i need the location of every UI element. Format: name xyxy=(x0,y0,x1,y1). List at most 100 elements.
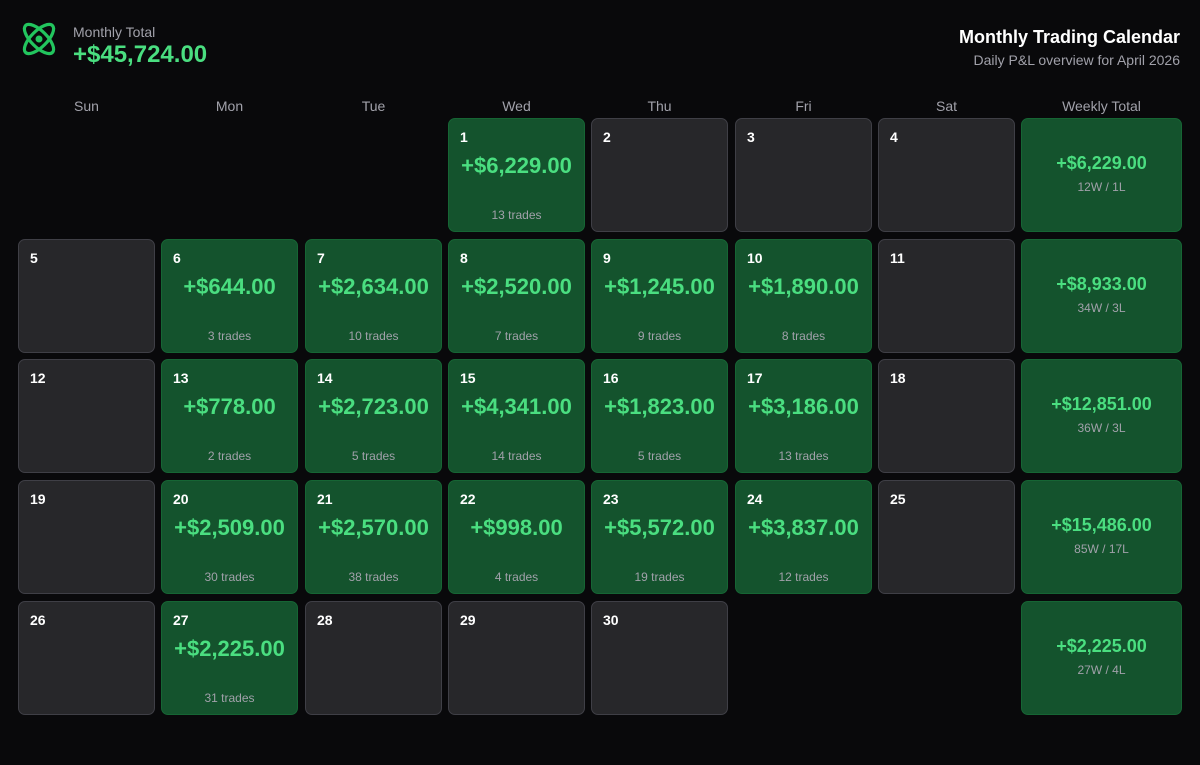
day-cell[interactable]: 2 xyxy=(591,118,728,232)
day-number: 21 xyxy=(317,491,333,507)
day-cell[interactable]: 13 +$778.00 2 trades xyxy=(161,359,298,473)
day-cell[interactable]: 12 xyxy=(18,359,155,473)
weekly-pnl: +$8,933.00 xyxy=(1056,274,1147,294)
weekday-header-mon: Mon xyxy=(215,98,244,114)
weekday-header-sat: Sat xyxy=(935,98,957,114)
day-trade-count: 9 trades xyxy=(637,329,682,343)
day-cell[interactable]: 14 +$2,723.00 5 trades xyxy=(305,359,442,473)
day-trade-count: 19 trades xyxy=(634,570,685,584)
day-number: 14 xyxy=(317,370,333,386)
title-block: Monthly Trading Calendar Daily P&L overv… xyxy=(959,26,1180,69)
day-number: 29 xyxy=(460,612,476,628)
weekly-total-cell[interactable]: +$6,229.00 12W / 1L xyxy=(1021,118,1182,232)
day-pnl: +$2,634.00 xyxy=(318,274,429,299)
day-trade-count: 38 trades xyxy=(348,570,399,584)
day-cell[interactable]: 5 xyxy=(18,239,155,353)
page-subtitle: Daily P&L overview for April 2026 xyxy=(973,52,1180,68)
day-trade-count: 8 trades xyxy=(781,329,826,343)
day-cell[interactable]: 20 +$2,509.00 30 trades xyxy=(161,480,298,594)
day-number: 15 xyxy=(460,370,476,386)
day-cell[interactable]: 21 +$2,570.00 38 trades xyxy=(305,480,442,594)
day-trade-count: 7 trades xyxy=(494,329,539,343)
day-number: 23 xyxy=(603,491,619,507)
day-cell[interactable]: 17 +$3,186.00 13 trades xyxy=(735,359,872,473)
day-number: 17 xyxy=(747,370,763,386)
weekly-pnl: +$2,225.00 xyxy=(1056,636,1147,656)
weekly-total-cell[interactable]: +$8,933.00 34W / 3L xyxy=(1021,239,1182,353)
day-number: 3 xyxy=(747,129,755,145)
weekly-pnl: +$15,486.00 xyxy=(1051,515,1152,535)
day-cell[interactable]: 25 xyxy=(878,480,1015,594)
day-cell[interactable]: 16 +$1,823.00 5 trades xyxy=(591,359,728,473)
weekly-win-loss: 27W / 4L xyxy=(1077,663,1126,677)
day-number: 18 xyxy=(890,370,906,386)
day-cell[interactable]: 15 +$4,341.00 14 trades xyxy=(448,359,585,473)
monthly-total-value: +$45,724.00 xyxy=(73,41,208,68)
day-number: 22 xyxy=(460,491,476,507)
day-number: 6 xyxy=(173,250,181,266)
day-number: 26 xyxy=(30,612,46,628)
day-pnl: +$1,823.00 xyxy=(604,394,715,419)
day-number: 27 xyxy=(173,612,189,628)
day-cell[interactable]: 7 +$2,634.00 10 trades xyxy=(305,239,442,353)
day-cell[interactable]: 9 +$1,245.00 9 trades xyxy=(591,239,728,353)
day-cell[interactable]: 26 xyxy=(18,601,155,715)
day-cell[interactable]: 24 +$3,837.00 12 trades xyxy=(735,480,872,594)
day-cell[interactable]: 19 xyxy=(18,480,155,594)
day-cell[interactable]: 23 +$5,572.00 19 trades xyxy=(591,480,728,594)
weekly-win-loss: 85W / 17L xyxy=(1074,542,1129,556)
day-pnl: +$2,225.00 xyxy=(174,636,285,661)
day-number: 25 xyxy=(890,491,906,507)
day-cell[interactable]: 6 +$644.00 3 trades xyxy=(161,239,298,353)
day-cell[interactable]: 4 xyxy=(878,118,1015,232)
day-number: 10 xyxy=(747,250,763,266)
weekly-total-cell[interactable]: +$15,486.00 85W / 17L xyxy=(1021,480,1182,594)
day-number: 5 xyxy=(30,250,38,266)
day-pnl: +$2,570.00 xyxy=(318,515,429,540)
day-pnl: +$3,837.00 xyxy=(748,515,859,540)
day-pnl: +$2,723.00 xyxy=(318,394,429,419)
day-pnl: +$2,509.00 xyxy=(174,515,285,540)
day-trade-count: 13 trades xyxy=(778,449,829,463)
day-cell[interactable]: 27 +$2,225.00 31 trades xyxy=(161,601,298,715)
weekly-total-cell[interactable]: +$12,851.00 36W / 3L xyxy=(1021,359,1182,473)
weekly-pnl: +$6,229.00 xyxy=(1056,153,1147,173)
day-cell[interactable]: 18 xyxy=(878,359,1015,473)
day-cell[interactable]: 1 +$6,229.00 13 trades xyxy=(448,118,585,232)
day-trade-count: 5 trades xyxy=(637,449,682,463)
day-number: 20 xyxy=(173,491,189,507)
weekly-win-loss: 36W / 3L xyxy=(1077,421,1126,435)
day-number: 2 xyxy=(603,129,611,145)
day-pnl: +$3,186.00 xyxy=(748,394,859,419)
day-pnl: +$778.00 xyxy=(183,394,276,419)
day-number: 8 xyxy=(460,250,468,266)
day-number: 12 xyxy=(30,370,46,386)
monthly-total: Monthly Total +$45,724.00 xyxy=(73,24,207,69)
day-pnl: +$4,341.00 xyxy=(461,394,572,419)
weekly-win-loss: 34W / 3L xyxy=(1077,301,1126,315)
day-cell[interactable]: 22 +$998.00 4 trades xyxy=(448,480,585,594)
weekly-pnl: +$12,851.00 xyxy=(1051,394,1152,414)
day-cell[interactable]: 28 xyxy=(305,601,442,715)
weekday-header-tue: Tue xyxy=(361,98,386,114)
atom-logo-icon xyxy=(22,22,56,56)
weekday-header-fri: Fri xyxy=(795,98,812,114)
day-cell[interactable]: 3 xyxy=(735,118,872,232)
day-trade-count: 4 trades xyxy=(494,570,539,584)
day-cell[interactable]: 10 +$1,890.00 8 trades xyxy=(735,239,872,353)
day-cell[interactable]: 8 +$2,520.00 7 trades xyxy=(448,239,585,353)
day-trade-count: 10 trades xyxy=(348,329,399,343)
day-number: 16 xyxy=(603,370,619,386)
day-number: 7 xyxy=(317,250,325,266)
weekly-total-cell[interactable]: +$2,225.00 27W / 4L xyxy=(1021,601,1182,715)
day-pnl: +$5,572.00 xyxy=(604,515,715,540)
weekday-header-sun: Sun xyxy=(74,98,99,114)
day-trade-count: 30 trades xyxy=(204,570,255,584)
day-trade-count: 3 trades xyxy=(207,329,252,343)
day-trade-count: 31 trades xyxy=(204,691,255,705)
weekly-win-loss: 12W / 1L xyxy=(1077,180,1126,194)
weekly-total-header: Weekly Total xyxy=(1062,98,1141,114)
day-cell[interactable]: 11 xyxy=(878,239,1015,353)
day-cell[interactable]: 29 xyxy=(448,601,585,715)
day-cell[interactable]: 30 xyxy=(591,601,728,715)
